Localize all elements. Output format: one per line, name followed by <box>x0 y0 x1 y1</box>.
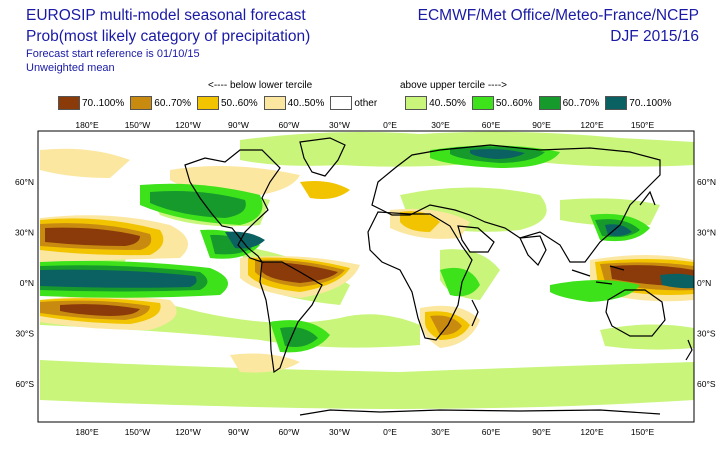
longitude-label: 60°W <box>279 120 300 130</box>
legend-below-heading: <---- below lower tercile <box>208 80 313 91</box>
latitude-label: 30°N <box>697 228 716 238</box>
legend-item-below-50-60: 50..60% <box>196 96 258 110</box>
legend-item-below-60-70: 60..70% <box>130 96 191 110</box>
legend-swatch <box>405 96 428 110</box>
legend-label: 40..50% <box>287 97 325 109</box>
indonesia-coastline <box>571 265 625 285</box>
legend-label: 50..60% <box>220 97 258 109</box>
japan-coastline <box>639 190 656 206</box>
map-title: EUROSIP multi-model seasonal forecast <box>26 7 306 24</box>
coastlines <box>184 137 693 416</box>
legend-swatch <box>330 96 353 110</box>
longitude-label: 120°W <box>175 120 201 130</box>
longitude-labels-bottom: 180°E 150°W 120°W 90°W 60°W 30°W 0°E 30°E 60°E 90… <box>75 427 654 437</box>
legend-swatch <box>58 96 80 110</box>
probability-fields <box>40 131 694 409</box>
arabia-coastline <box>457 225 495 253</box>
longitude-label: 150°E <box>631 120 655 130</box>
latitude-label: 60°N <box>15 177 34 187</box>
latitude-label: 30°N <box>15 228 34 238</box>
latitude-labels-left: 60°N 30°N 0°N 30°S 60°S <box>15 177 34 389</box>
legend-label: 40..50% <box>429 97 466 109</box>
latitude-label: 60°S <box>697 379 716 389</box>
season-label: DJF 2015/16 <box>610 28 699 45</box>
longitude-label: 0°E <box>383 120 397 130</box>
legend-item-other: other <box>330 96 377 110</box>
greenland-coastline <box>299 137 346 177</box>
latitude-label: 30°S <box>697 329 716 339</box>
forecast-start-reference: Forecast start reference is 01/10/15 <box>26 48 200 60</box>
eurasia-coastline <box>371 144 661 263</box>
longitude-label: 30°W <box>329 120 350 130</box>
longitude-label: 90°E <box>532 427 551 437</box>
mean-type: Unweighted mean <box>26 62 115 74</box>
map-frame <box>37 130 695 423</box>
longitude-label: 150°W <box>125 427 151 437</box>
latitude-label: 60°S <box>15 379 34 389</box>
latitude-label: 0°N <box>697 278 711 288</box>
new-zealand-coastline <box>685 339 693 361</box>
india-coastline <box>519 235 547 266</box>
longitude-label: 60°W <box>279 427 300 437</box>
longitude-label: 30°E <box>431 120 450 130</box>
legend-item-below-70-100: 70..100% <box>58 96 124 110</box>
legend-item-below-40-50: 40..50% <box>263 96 325 110</box>
longitude-label: 90°W <box>228 427 249 437</box>
latitude-label: 30°S <box>15 329 34 339</box>
longitude-label: 120°W <box>175 427 201 437</box>
legend-swatch <box>196 96 219 110</box>
legend-item-above-50-60: 50..60% <box>471 96 533 110</box>
antarctica-coastline <box>299 409 661 416</box>
legend-swatch <box>605 96 628 110</box>
north-america-coastline <box>184 149 281 264</box>
longitude-label: 120°E <box>580 427 604 437</box>
legend-label: 60..70% <box>562 97 600 109</box>
africa-coastline <box>367 211 473 341</box>
australia-coastline <box>605 289 666 337</box>
longitude-label: 90°E <box>532 120 551 130</box>
legend-swatch <box>471 96 494 110</box>
map-subtitle: Prob(most likely category of precipitati… <box>26 28 311 45</box>
legend-swatch <box>538 96 561 110</box>
longitude-label: 90°W <box>228 120 249 130</box>
legend-label: 60..70% <box>154 97 191 109</box>
legend: 70..100% 60..70% 50..60% 40..50% other 4… <box>58 96 678 110</box>
longitude-label: 180°E <box>75 120 99 130</box>
legend-above-heading: above upper tercile ----> <box>400 80 507 91</box>
latitude-label: 0°N <box>20 278 34 288</box>
legend-label: 50..60% <box>495 97 533 109</box>
madagascar-coastline <box>471 299 479 327</box>
legend-item-above-40-50: 40..50% <box>405 96 466 110</box>
longitude-label: 60°E <box>482 120 501 130</box>
south-america-coastline <box>259 261 323 374</box>
longitude-label: 150°W <box>125 120 151 130</box>
longitude-label: 150°E <box>631 427 655 437</box>
longitude-label: 120°E <box>580 120 604 130</box>
legend-item-above-60-70: 60..70% <box>538 96 600 110</box>
legend-swatch <box>130 96 153 110</box>
legend-item-above-70-100: 70..100% <box>605 96 672 110</box>
latitude-labels-right: 60°N 30°N 0°N 30°S 60°S <box>697 177 716 389</box>
longitude-label: 0°E <box>383 427 397 437</box>
legend-swatch <box>263 96 286 110</box>
longitude-label: 180°E <box>75 427 99 437</box>
legend-label: 70..100% <box>82 97 125 109</box>
latitude-label: 60°N <box>697 177 716 187</box>
longitude-label: 30°E <box>431 427 450 437</box>
longitude-label: 60°E <box>482 427 501 437</box>
longitude-labels-top: 180°E 150°W 120°W 90°W 60°W 30°W 0°E 30°E 60°E 90… <box>75 120 654 130</box>
longitude-label: 30°W <box>329 427 350 437</box>
legend-label: other <box>354 97 378 109</box>
agencies-label: ECMWF/Met Office/Meteo-France/NCEP <box>417 7 699 24</box>
legend-label: 70..100% <box>629 97 672 109</box>
